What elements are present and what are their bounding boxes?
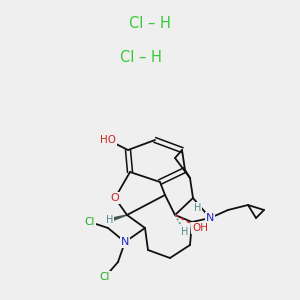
Polygon shape — [110, 215, 127, 221]
Text: H: H — [181, 227, 189, 237]
Text: Cl – H: Cl – H — [120, 50, 162, 65]
Text: O: O — [111, 193, 119, 203]
Text: Cl – H: Cl – H — [129, 16, 171, 31]
Text: H: H — [194, 203, 202, 213]
Text: H: H — [106, 215, 114, 225]
Text: OH: OH — [192, 223, 208, 233]
Text: Cl: Cl — [85, 217, 95, 227]
Text: HO: HO — [100, 135, 116, 145]
Text: N: N — [121, 237, 129, 247]
Text: Cl: Cl — [100, 272, 110, 282]
Text: N: N — [206, 213, 214, 223]
